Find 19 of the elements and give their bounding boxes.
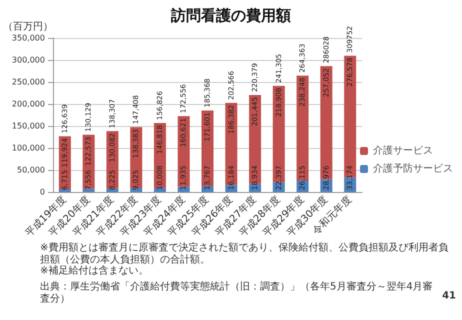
y-tick-label: 50,000 <box>17 166 45 174</box>
text: ※補足給付は含まない。 <box>40 264 148 276</box>
legend-label: 介護予防サービス <box>373 162 453 174</box>
y-tick-label: 250,000 <box>12 78 45 86</box>
source-note: 出典：厚生労働省「介護給付費等実態統計（旧：調査）」（各年5月審査分～翌年4月審査分） <box>40 280 433 304</box>
text: 41 <box>442 290 456 302</box>
bar <box>58 189 71 192</box>
y-tick-label: 0 <box>40 188 45 196</box>
y-tick-label: 150,000 <box>12 122 45 130</box>
y-axis-title: （百万円） <box>3 22 53 32</box>
text: ※費用額とは審査月に原審査で決定された額であり、保険給付額、公費負担額及び利用者負担額（公費の本人負担額）の合計額。 <box>40 242 448 266</box>
chart-title: 訪問看護の費用額 <box>170 6 291 24</box>
y-tick-label: 350,000 <box>12 34 45 42</box>
y-tick-label: 300,000 <box>12 56 45 64</box>
bar <box>154 188 166 192</box>
y-tick-label: 200,000 <box>12 100 45 108</box>
bar <box>82 188 95 192</box>
legend-label: 介護サービス <box>373 144 433 156</box>
y-tick-label: 100,000 <box>12 144 45 152</box>
